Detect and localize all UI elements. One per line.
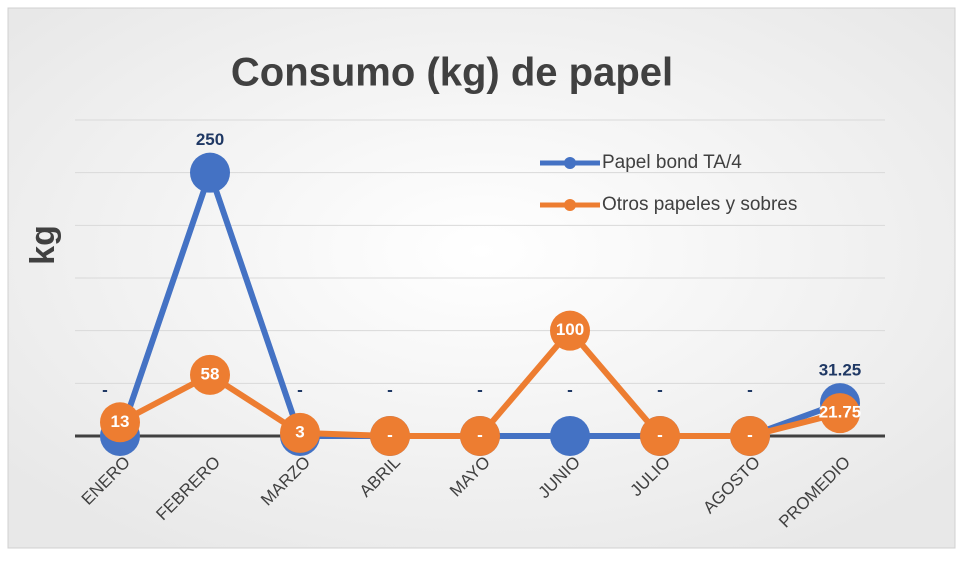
data-label: 13 xyxy=(111,412,130,431)
data-label: 58 xyxy=(201,364,220,383)
data-label: - xyxy=(477,425,483,444)
legend-label: Papel bond TA/4 xyxy=(602,152,742,173)
data-label: 21.75 xyxy=(819,403,862,422)
data-label: - xyxy=(657,425,663,444)
point-marker xyxy=(190,152,230,193)
chart-title: Consumo (kg) de papel xyxy=(231,51,673,95)
data-label: - xyxy=(387,380,393,399)
point-marker xyxy=(370,416,410,456)
data-label: - xyxy=(747,380,753,399)
data-label: 100 xyxy=(556,320,584,339)
legend-label: Otros papeles y sobres xyxy=(602,194,797,215)
legend-marker xyxy=(564,157,576,169)
point-marker xyxy=(100,402,140,443)
point-marker xyxy=(550,416,590,456)
data-label: - xyxy=(477,380,483,399)
point-marker xyxy=(190,354,230,395)
point-marker xyxy=(550,310,590,351)
point-marker xyxy=(280,412,320,453)
data-label: - xyxy=(567,380,573,399)
data-label: 31.25 xyxy=(819,361,862,380)
point-marker xyxy=(640,416,680,456)
data-label: 3 xyxy=(295,422,304,441)
data-label: 250 xyxy=(196,130,224,149)
data-label: - xyxy=(657,380,663,399)
data-label: - xyxy=(747,425,753,444)
data-label: - xyxy=(297,380,303,399)
data-label: - xyxy=(102,380,108,399)
point-marker xyxy=(820,393,860,434)
point-marker xyxy=(460,416,500,456)
legend-marker xyxy=(564,199,576,211)
y-axis-label: kg xyxy=(24,225,62,265)
data-label: - xyxy=(387,425,393,444)
point-marker xyxy=(730,416,770,456)
